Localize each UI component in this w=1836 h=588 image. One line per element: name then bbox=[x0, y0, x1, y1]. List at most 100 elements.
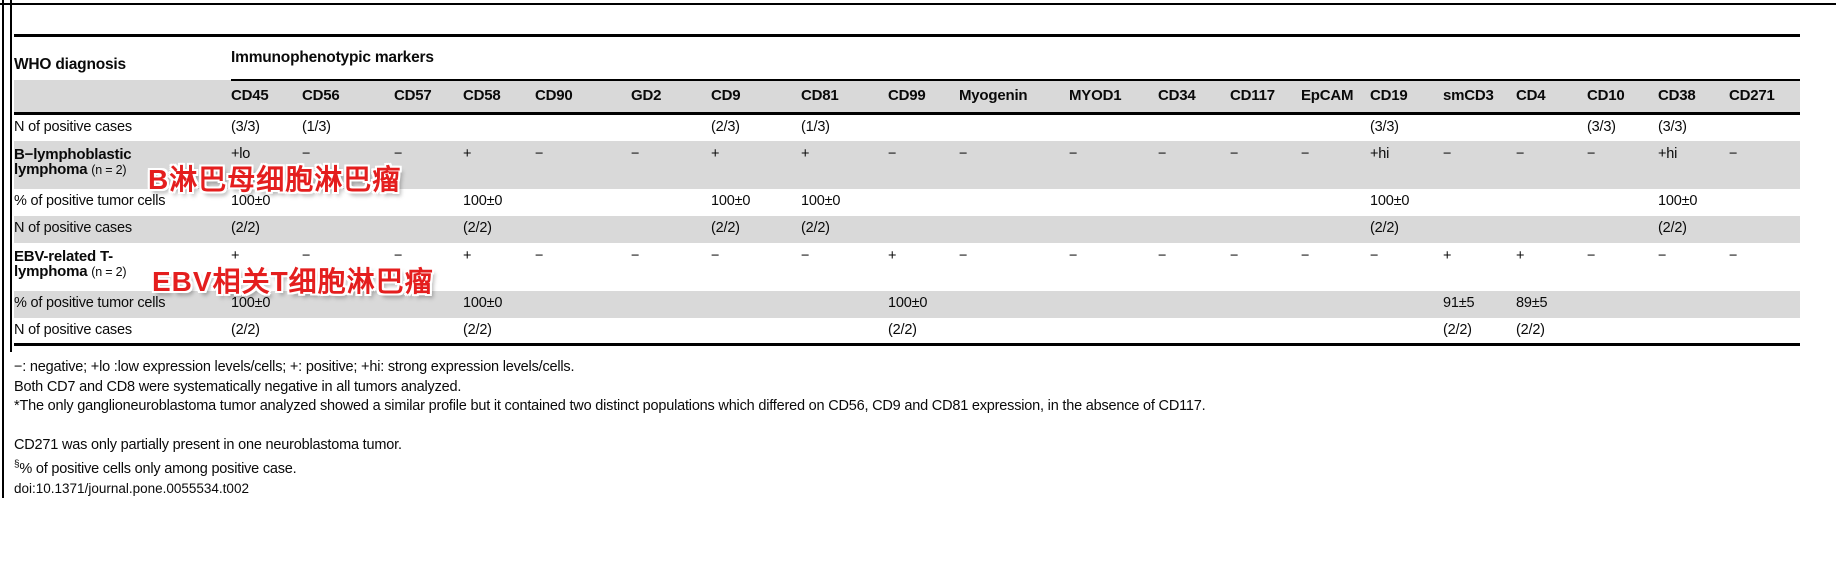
row-n-positive-ebv: N of positive cases (2/2) (2/2) (2/2) (2/2)… bbox=[14, 317, 1801, 346]
cell-cd58: 100±0 bbox=[463, 295, 503, 312]
cell-smcd3 bbox=[1443, 189, 1516, 216]
column-header-cd57: CD57 bbox=[394, 79, 463, 115]
cell-cd34 bbox=[1158, 317, 1230, 346]
cell-cd10 bbox=[1587, 189, 1658, 216]
cell-cd58: (2/2) bbox=[463, 317, 535, 346]
column-header-cd19: CD19 bbox=[1370, 79, 1443, 115]
cell-cd117 bbox=[1230, 317, 1301, 346]
cell-cd34: − bbox=[1158, 247, 1167, 264]
cell-cd81: (1/3) bbox=[801, 119, 830, 136]
cell-myod1: − bbox=[1069, 247, 1078, 264]
cell-cd38: (3/3) bbox=[1658, 119, 1687, 136]
left-inner-border-line bbox=[10, 0, 12, 352]
row-label: N of positive cases bbox=[14, 317, 231, 346]
cell-cd117: − bbox=[1230, 247, 1239, 264]
cell-myogenin: − bbox=[959, 247, 968, 264]
column-header-cd4: CD4 bbox=[1516, 79, 1587, 115]
cell-cd34: − bbox=[1158, 145, 1167, 162]
row-label: N of positive cases bbox=[14, 220, 132, 237]
cell-cd19 bbox=[1370, 291, 1443, 318]
cell-cd38: (2/2) bbox=[1658, 220, 1687, 237]
column-header-gd2: GD2 bbox=[631, 79, 711, 115]
cell-cd117 bbox=[1230, 114, 1301, 141]
cell-cd81 bbox=[801, 291, 888, 318]
footnote-ganglioneuroblastoma: *The only ganglioneuroblastoma tumor ana… bbox=[14, 398, 1206, 414]
cell-cd4: + bbox=[1516, 247, 1525, 264]
cell-cd45: + bbox=[231, 247, 240, 264]
immunophenotype-table: WHO diagnosis Immunophenotypic markers C… bbox=[14, 34, 1801, 346]
column-header-cd81: CD81 bbox=[801, 79, 888, 115]
cell-cd45: 100±0 bbox=[231, 193, 271, 210]
diagnosis-name-line2: lymphoma (n = 2) bbox=[14, 162, 231, 178]
cell-cd10: (3/3) bbox=[1587, 119, 1616, 136]
column-header-cd9: CD9 bbox=[711, 79, 801, 115]
doi-line: doi:10.1371/journal.pone.0055534.t002 bbox=[14, 481, 249, 497]
column-header-cd10: CD10 bbox=[1587, 79, 1658, 115]
cell-epcam bbox=[1301, 317, 1370, 346]
cell-cd81: 100±0 bbox=[801, 193, 841, 210]
cell-cd45: (2/2) bbox=[231, 220, 260, 237]
column-header-myod1: MYOD1 bbox=[1069, 79, 1158, 115]
diagnosis-n-count: (n = 2) bbox=[91, 265, 127, 280]
footnote-cd271: CD271 was only partially present in one … bbox=[14, 436, 402, 453]
cell-gd2: − bbox=[631, 247, 640, 264]
cell-cd9: 100±0 bbox=[711, 193, 751, 210]
cell-gd2 bbox=[631, 291, 711, 318]
cell-smcd3: (2/2) bbox=[1443, 317, 1516, 346]
diagnosis-name-line2-word: lymphoma bbox=[14, 263, 88, 281]
cell-cd58 bbox=[463, 114, 535, 141]
row-label: % of positive tumor cells bbox=[14, 295, 166, 312]
cell-cd19: − bbox=[1370, 247, 1379, 264]
cell-epcam: − bbox=[1301, 247, 1310, 264]
cell-cd38 bbox=[1658, 317, 1729, 346]
cell-cd45: (2/2) bbox=[231, 317, 302, 346]
cell-cd4: 89±5 bbox=[1516, 295, 1548, 312]
row-ebv-related-t-lymphoma: EBV-related T- lymphoma (n = 2) + − − + − − − −… bbox=[14, 243, 1800, 291]
cell-smcd3: − bbox=[1443, 145, 1452, 162]
column-header-cd58: CD58 bbox=[463, 79, 535, 115]
section-mark: § bbox=[14, 459, 20, 470]
cell-cd9: − bbox=[711, 247, 720, 264]
footnote-gap bbox=[14, 417, 1824, 436]
cell-gd2 bbox=[631, 216, 711, 243]
column-header-cd45: CD45 bbox=[231, 79, 302, 115]
cell-cd4 bbox=[1516, 114, 1587, 141]
cell-myogenin bbox=[959, 189, 1069, 216]
diagnosis-name-line1: B−lymphoblastic bbox=[14, 145, 132, 163]
cell-cd99: (2/2) bbox=[888, 317, 959, 346]
row-label: N of positive cases bbox=[14, 119, 132, 136]
column-header-cd34: CD34 bbox=[1158, 79, 1230, 115]
cell-cd4 bbox=[1516, 189, 1587, 216]
footnote-cd7-cd8: Both CD7 and CD8 were systematically neg… bbox=[14, 378, 462, 395]
cell-cd19 bbox=[1370, 317, 1443, 346]
column-header-myogenin: Myogenin bbox=[959, 79, 1069, 115]
cell-cd9: (2/2) bbox=[711, 220, 740, 237]
cell-cd271 bbox=[1729, 317, 1801, 346]
cell-cd19: (3/3) bbox=[1370, 119, 1399, 136]
column-header-smcd3: smCD3 bbox=[1443, 79, 1516, 115]
left-outer-border-line bbox=[2, 0, 4, 498]
cell-cd58: (2/2) bbox=[463, 220, 492, 237]
cell-cd117 bbox=[1230, 291, 1301, 318]
column-header-epcam: EpCAM bbox=[1301, 79, 1370, 115]
cell-cd10 bbox=[1587, 291, 1658, 318]
footnote-section-mark-line: §% of positive cells only among positive… bbox=[14, 455, 1824, 479]
cell-cd57 bbox=[394, 216, 463, 243]
cell-cd57 bbox=[394, 114, 463, 141]
cell-cd56: − bbox=[302, 145, 311, 162]
cell-cd81: − bbox=[801, 247, 810, 264]
table-header-top-row: WHO diagnosis Immunophenotypic markers bbox=[14, 35, 1801, 81]
cell-cd81: + bbox=[801, 145, 810, 162]
cell-cd99 bbox=[888, 216, 959, 243]
cell-cd57 bbox=[394, 317, 463, 346]
cell-cd99: 100±0 bbox=[888, 295, 928, 312]
cell-cd56: − bbox=[302, 247, 311, 264]
cell-cd81 bbox=[801, 317, 888, 346]
cell-cd271 bbox=[1729, 216, 1800, 243]
cell-cd90: − bbox=[535, 145, 544, 162]
cell-cd271 bbox=[1729, 189, 1800, 216]
cell-cd10 bbox=[1587, 216, 1658, 243]
cell-cd56 bbox=[302, 317, 394, 346]
cell-epcam: − bbox=[1301, 145, 1310, 162]
